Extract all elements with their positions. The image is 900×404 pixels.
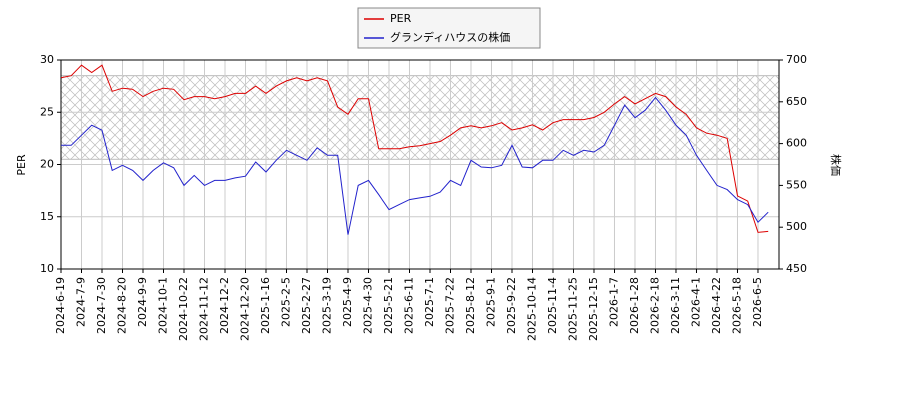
y-tick-label: 15 bbox=[40, 210, 54, 223]
x-tick-label: 2025-7-1 bbox=[423, 277, 436, 327]
x-tick-label: 2025-7-22 bbox=[443, 277, 456, 334]
y2-tick-label: 600 bbox=[786, 137, 807, 150]
y2-tick-label: 450 bbox=[786, 262, 807, 275]
y-tick-label: 10 bbox=[40, 262, 54, 275]
x-tick-label: 2025-12-15 bbox=[587, 277, 600, 341]
x-tick-label: 2024-12-20 bbox=[238, 277, 251, 341]
x-tick-label: 2026-1-7 bbox=[607, 277, 620, 327]
x-tick-label: 2024-9-9 bbox=[136, 277, 149, 327]
x-tick-label: 2025-9-1 bbox=[484, 277, 497, 327]
x-tick-label: 2025-11-4 bbox=[546, 277, 559, 334]
x-tick-label: 2025-6-11 bbox=[402, 277, 415, 334]
y2-axis-label: 株価 bbox=[829, 154, 843, 176]
y2-tick-label: 700 bbox=[786, 53, 807, 66]
x-tick-label: 2024-11-12 bbox=[197, 277, 210, 341]
legend-box bbox=[357, 7, 541, 49]
x-tick-label: 2025-3-19 bbox=[320, 277, 333, 334]
legend-label: グランディハウスの株価 bbox=[390, 30, 510, 44]
x-tick-label: 2025-2-27 bbox=[300, 277, 313, 334]
x-tick-label: 2024-7-30 bbox=[95, 277, 108, 334]
y-axis-label: PER bbox=[15, 154, 28, 176]
x-tick-label: 2024-10-1 bbox=[156, 277, 169, 334]
x-tick-label: 2025-4-30 bbox=[361, 277, 374, 334]
series-line bbox=[61, 96, 769, 235]
x-tick-label: 2025-1-16 bbox=[259, 277, 272, 334]
x-tick-label: 2024-7-9 bbox=[74, 277, 87, 327]
x-tick-label: 2026-5-18 bbox=[730, 277, 743, 334]
x-tick-label: 2026-3-11 bbox=[669, 277, 682, 334]
x-tick-label: 2025-10-14 bbox=[525, 277, 538, 341]
x-tick-label: 2024-10-22 bbox=[177, 277, 190, 341]
x-tick-label: 2025-5-21 bbox=[382, 277, 395, 334]
x-tick-label: 2025-8-12 bbox=[464, 277, 477, 334]
y2-tick-label: 550 bbox=[786, 178, 807, 191]
plot-frame bbox=[60, 59, 780, 270]
x-tick-label: 2024-12-2 bbox=[218, 277, 231, 334]
x-tick-label: 2025-11-25 bbox=[566, 277, 579, 341]
y2-tick-label: 650 bbox=[786, 95, 807, 108]
y2-tick-label: 500 bbox=[786, 220, 807, 233]
x-tick-label: 2026-1-28 bbox=[628, 277, 641, 334]
x-tick-label: 2024-6-19 bbox=[54, 277, 67, 334]
x-tick-label: 2025-2-5 bbox=[279, 277, 292, 327]
x-tick-label: 2026-2-18 bbox=[648, 277, 661, 334]
y-tick-label: 30 bbox=[40, 53, 54, 66]
y-tick-label: 20 bbox=[40, 158, 54, 171]
x-tick-label: 2025-4-9 bbox=[341, 277, 354, 327]
legend-label: PER bbox=[390, 12, 412, 25]
x-tick-label: 2025-9-22 bbox=[505, 277, 518, 334]
series-line bbox=[60, 64, 769, 233]
x-tick-label: 2024-8-20 bbox=[115, 277, 128, 334]
x-tick-label: 2026-4-22 bbox=[710, 277, 723, 334]
x-tick-label: 2026-4-1 bbox=[689, 277, 702, 327]
y-tick-label: 25 bbox=[40, 105, 54, 118]
x-tick-label: 2026-6-5 bbox=[751, 277, 764, 327]
